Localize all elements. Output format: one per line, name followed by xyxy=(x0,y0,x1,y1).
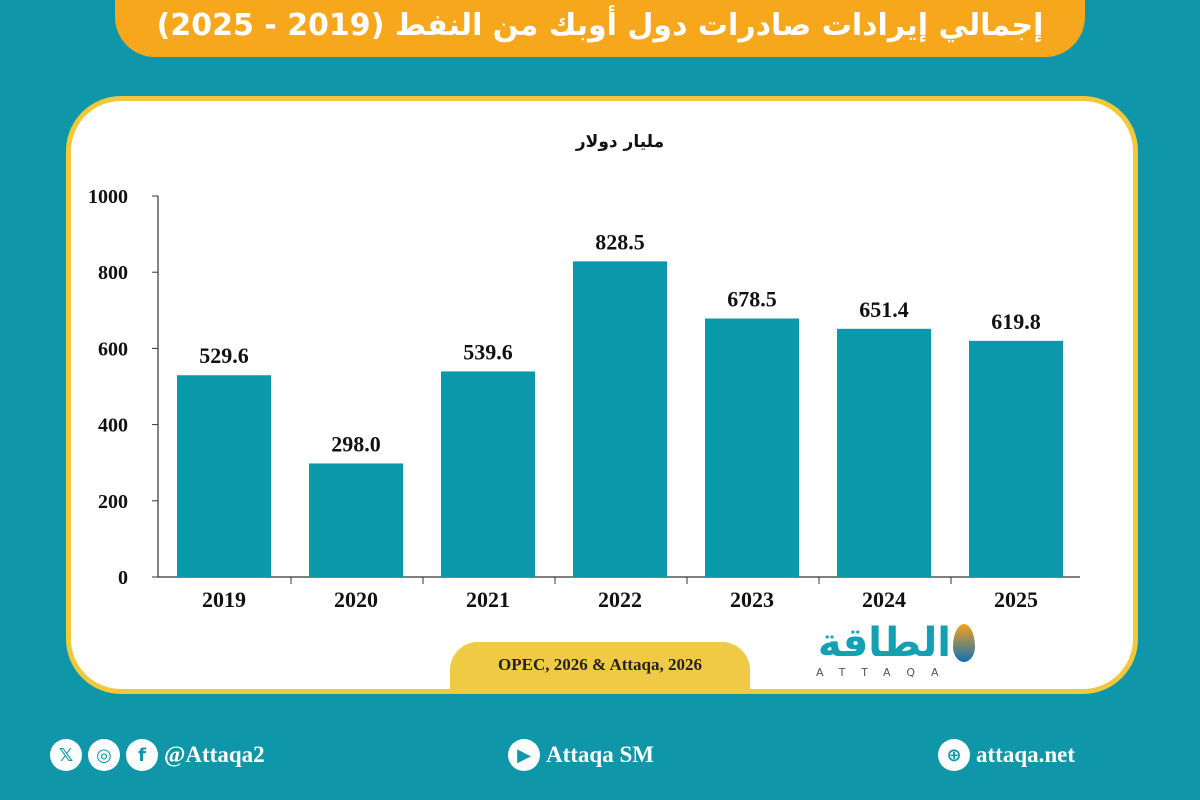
bar-2022 xyxy=(573,261,667,577)
x-tick-label-2024: 2024 xyxy=(862,587,906,612)
social-handle[interactable]: @Attaqa2 xyxy=(164,742,265,767)
y-tick-label: 800 xyxy=(98,262,128,284)
attaqa-logo: الطاقة ATTAQA xyxy=(806,620,981,680)
facebook-icon[interactable]: f xyxy=(126,739,158,771)
x-tick-label-2021: 2021 xyxy=(466,587,510,612)
x-tick-label-2020: 2020 xyxy=(334,587,378,612)
data-label-2021: 539.6 xyxy=(463,339,513,364)
y-tick-label: 200 xyxy=(98,491,128,513)
bar-2024 xyxy=(837,328,931,577)
y-tick-label: 400 xyxy=(98,415,128,437)
chart-title: إجمالي إيرادات صادرات دول أوبك من النفط … xyxy=(156,8,1044,43)
youtube-label: Attaqa SM xyxy=(546,742,654,767)
logo-latin: ATTAQA xyxy=(816,666,955,679)
x-icon[interactable]: 𝕏 xyxy=(50,739,82,771)
youtube-link[interactable]: ▶ Attaqa SM xyxy=(508,735,654,775)
data-label-2023: 678.5 xyxy=(727,286,777,311)
youtube-icon: ▶ xyxy=(508,739,540,771)
website-link[interactable]: ⊕ attaqa.net xyxy=(938,735,1075,775)
y-tick-label: 1000 xyxy=(88,186,128,208)
data-label-2020: 298.0 xyxy=(331,431,381,456)
x-tick-label-2019: 2019 xyxy=(202,587,246,612)
logo-arabic: الطاقة xyxy=(817,620,951,666)
bar-2023 xyxy=(705,318,799,577)
instagram-icon[interactable]: ◎ xyxy=(88,739,120,771)
x-tick-label-2022: 2022 xyxy=(598,587,642,612)
title-bar xyxy=(115,0,1085,57)
bar-2025 xyxy=(969,340,1063,577)
x-tick-label-2025: 2025 xyxy=(994,587,1038,612)
website-label: attaqa.net xyxy=(976,742,1076,767)
social-links: 𝕏 ◎ f @Attaqa2 xyxy=(50,735,265,775)
logo-drop-icon xyxy=(953,624,975,662)
data-label-2022: 828.5 xyxy=(595,229,645,254)
bar-2020 xyxy=(309,463,403,577)
data-label-2024: 651.4 xyxy=(859,297,909,322)
y-tick-label: 0 xyxy=(118,567,128,589)
source-label: OPEC, 2026 & Attaqa, 2026 xyxy=(450,642,750,692)
globe-icon: ⊕ xyxy=(938,739,970,771)
y-tick-label: 600 xyxy=(98,338,128,360)
x-tick-label-2023: 2023 xyxy=(730,587,774,612)
bar-2019 xyxy=(177,375,271,577)
data-label-2025: 619.8 xyxy=(991,309,1041,334)
data-label-2019: 529.6 xyxy=(199,343,249,368)
bar-2021 xyxy=(441,371,535,577)
y-axis-unit-label: مليار دولار xyxy=(575,132,665,152)
